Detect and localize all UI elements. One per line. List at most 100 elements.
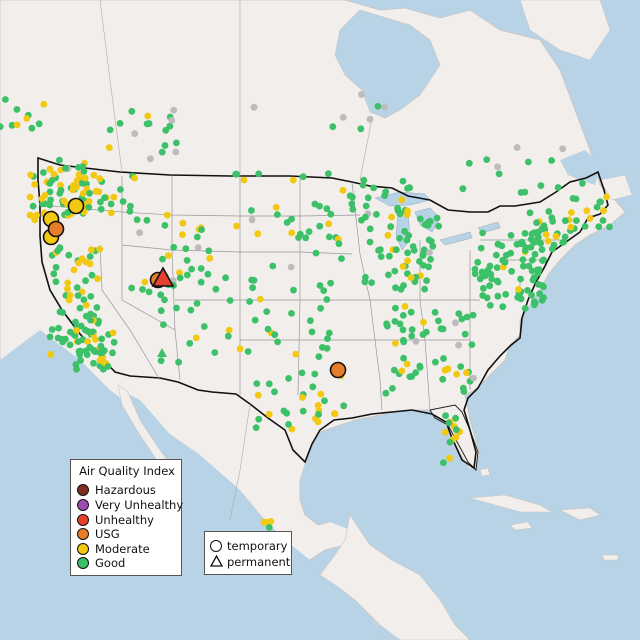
station-marker [206,254,214,262]
station-marker [606,223,613,231]
station-marker [331,410,339,418]
station-marker [144,112,152,120]
station-marker [507,232,515,239]
station-marker [552,232,560,240]
legend-label: USG [95,527,120,541]
station-marker [595,223,603,231]
station-marker [305,228,313,236]
station-marker [425,263,432,271]
station-marker [520,262,527,270]
station-marker [170,106,178,114]
station-marker [265,380,273,388]
station-marker [52,278,60,286]
station-marker [398,196,405,204]
station-marker [324,335,331,342]
station-marker [527,235,535,243]
station-marker [374,103,382,110]
station-marker [159,255,166,263]
station-marker [381,192,388,200]
station-marker [478,268,486,276]
caribbean-islands [469,467,619,561]
station-marker [315,411,322,418]
station-marker [399,263,407,270]
station-marker [56,156,63,164]
station-marker [73,284,81,291]
station-marker [72,318,79,326]
station-marker [431,308,439,316]
station-marker [62,335,69,343]
central-america [319,514,471,640]
station-marker [419,331,427,338]
legend-label: Good [95,556,126,570]
station-marker [179,231,186,239]
station-marker [346,192,354,200]
station-marker [403,211,411,219]
station-marker [382,389,390,397]
station-marker [77,322,85,330]
station-marker [460,388,468,395]
station-marker [599,217,607,224]
station-marker [147,155,154,163]
station-marker [398,367,406,375]
station-marker [515,286,522,293]
station-marker [399,326,407,334]
station-marker [329,123,337,131]
station-marker [452,414,459,422]
triangle-icon [210,555,223,567]
station-marker [528,291,535,299]
station-marker [157,291,165,299]
legend-row-permanent: permanent [210,555,290,569]
circle-icon [210,540,222,552]
station-marker [407,308,415,316]
very-unhealthy-swatch [77,499,89,511]
station-marker [64,279,72,287]
station-marker [26,193,34,201]
legend-label: temporary [227,539,288,553]
station-marker [360,176,368,184]
station-marker [175,358,183,366]
station-marker [525,262,533,270]
station-marker [486,302,494,309]
arctic-islands [519,0,633,201]
station-marker [560,238,568,246]
station-marker [56,308,64,316]
station-marker [548,157,555,164]
station-marker [46,180,54,187]
station-marker [362,202,370,210]
station-marker [416,215,424,223]
station-marker [87,316,94,324]
station-marker [128,107,136,115]
station-marker [479,292,487,299]
station-marker [349,205,357,213]
station-marker [73,327,81,334]
station-marker [233,222,241,230]
station-marker [453,370,461,378]
station-marker [427,237,435,245]
station-marker [534,233,542,241]
station-marker [386,252,393,260]
country-borders [99,0,373,521]
station-marker [399,312,407,319]
station-marker [477,244,485,252]
station-marker [254,391,262,399]
station-marker [446,454,453,462]
station-marker [325,170,332,178]
station-marker [316,222,324,230]
legend-label: Very Unhealthy [95,498,184,512]
station-marker [531,250,539,258]
station-marker [521,305,529,312]
station-marker [141,278,149,286]
temporary-monitor-marker [67,197,85,215]
station-marker [54,334,62,342]
hudson-bay [334,9,441,119]
station-marker [117,186,124,193]
station-marker [561,233,569,241]
station-marker [400,338,408,346]
station-marker [499,303,507,311]
station-marker [204,270,212,278]
station-marker [426,217,434,225]
station-marker [176,269,183,277]
station-marker [399,177,407,185]
station-marker [421,221,429,229]
station-marker [528,230,536,238]
